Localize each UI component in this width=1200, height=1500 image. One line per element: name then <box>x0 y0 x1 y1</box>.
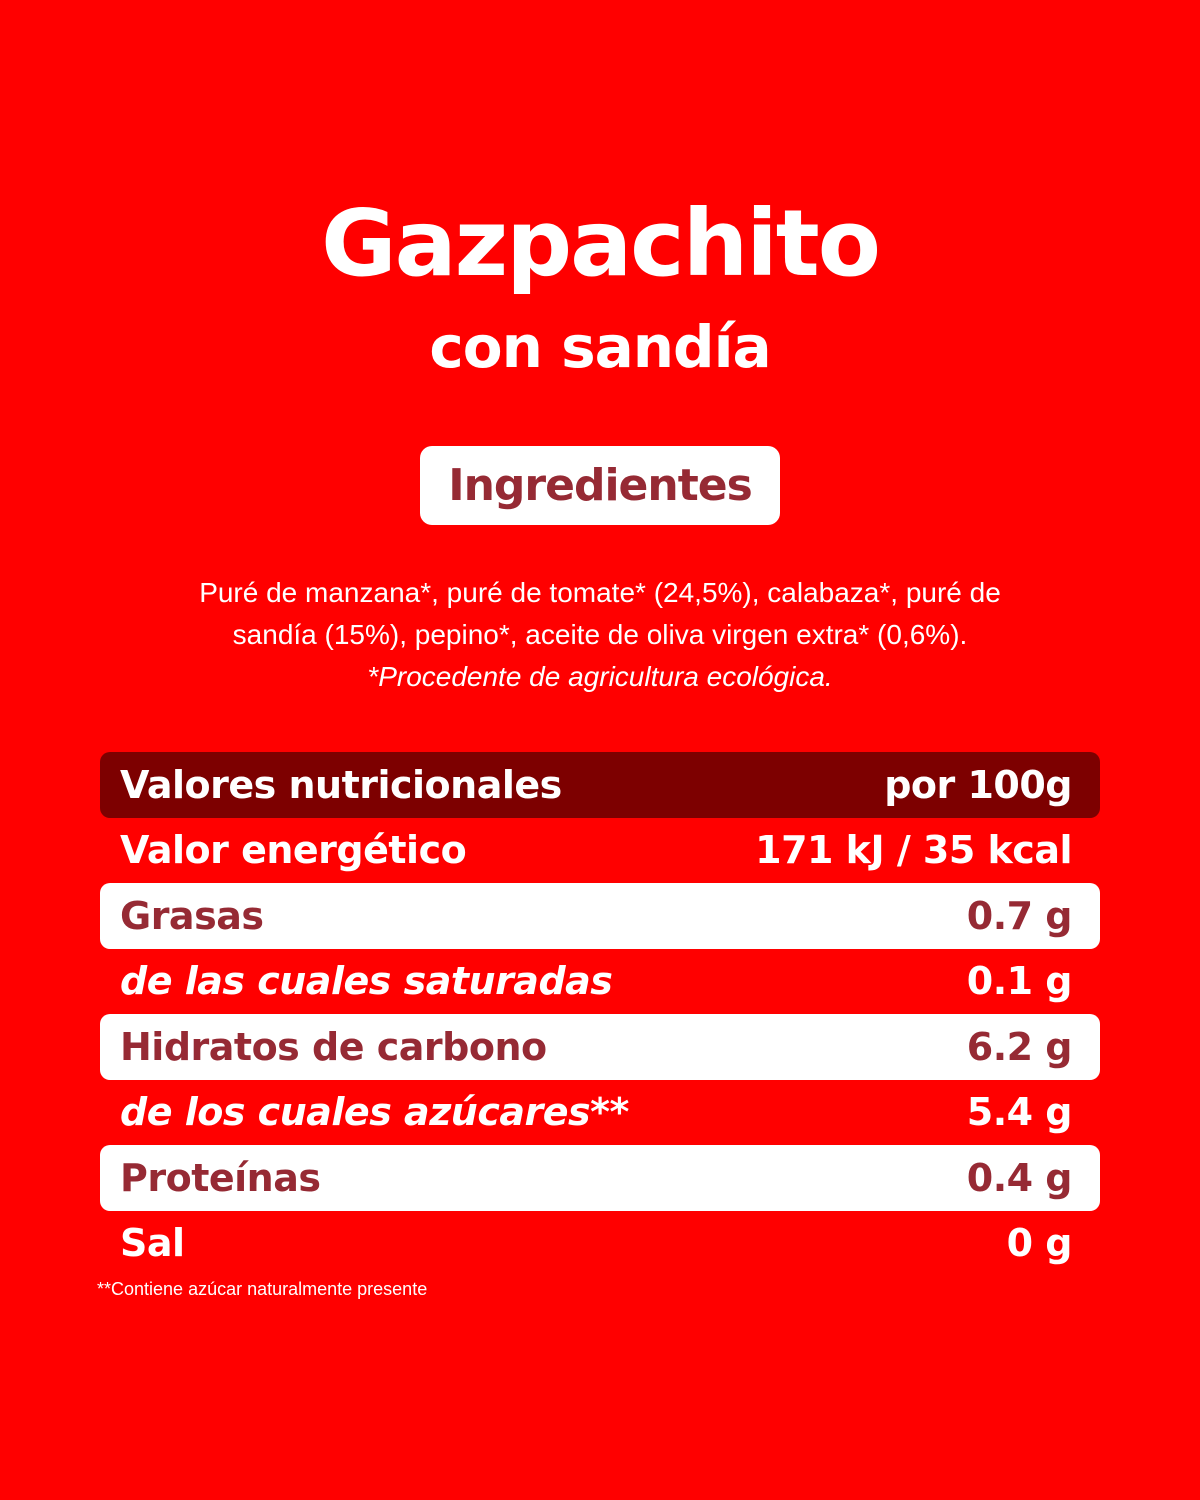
nutrition-value: 5.4 g <box>966 1090 1073 1134</box>
ingredients-line-2: sandía (15%), pepino*, aceite de oliva v… <box>232 619 968 650</box>
nutrition-label: de las cuales saturadas <box>120 959 613 1003</box>
nutrition-row-fat: Grasas 0.7 g <box>100 883 1100 949</box>
nutrition-row-sugars: de los cuales azúcares** 5.4 g <box>100 1079 1100 1145</box>
nutrition-header-row: Valores nutricionales por 100g <box>100 752 1100 818</box>
nutrition-label: Grasas <box>120 894 264 938</box>
nutrition-value: 0.1 g <box>966 959 1073 1003</box>
nutrition-value: 0.4 g <box>966 1156 1073 1200</box>
nutrition-row-salt: Sal 0 g <box>100 1210 1100 1276</box>
nutrition-header-value: por 100g <box>884 763 1072 807</box>
product-title: Gazpachito <box>321 190 881 297</box>
nutrition-label: Proteínas <box>120 1156 321 1200</box>
nutrition-label: de los cuales azúcares** <box>120 1090 629 1134</box>
ingredients-heading: Ingredientes <box>420 446 780 525</box>
ingredients-line-1: Puré de manzana*, puré de tomate* (24,5%… <box>199 577 1001 608</box>
nutrition-value: 171 kJ / 35 kcal <box>755 828 1072 872</box>
ingredients-note: *Procedente de agricultura ecológica. <box>367 661 833 692</box>
nutrition-row-carbohydrates: Hidratos de carbono 6.2 g <box>100 1014 1100 1080</box>
ingredients-text: Puré de manzana*, puré de tomate* (24,5%… <box>100 572 1100 698</box>
nutrition-value: 6.2 g <box>966 1025 1073 1069</box>
nutrition-label: Valor energético <box>120 828 467 872</box>
nutrition-row-protein: Proteínas 0.4 g <box>100 1145 1100 1211</box>
nutrition-header-label: Valores nutricionales <box>120 763 562 807</box>
nutrition-value: 0.7 g <box>966 894 1073 938</box>
nutrition-value: 0 g <box>1006 1221 1073 1265</box>
nutrition-label: Hidratos de carbono <box>120 1025 547 1069</box>
nutrition-row-energy: Valor energético 171 kJ / 35 kcal <box>100 817 1100 883</box>
nutrition-row-saturated: de las cuales saturadas 0.1 g <box>100 948 1100 1014</box>
nutrition-label: Sal <box>120 1221 185 1265</box>
sugar-footnote: **Contiene azúcar naturalmente presente <box>97 1279 428 1299</box>
product-subtitle: con sandía <box>429 313 771 381</box>
